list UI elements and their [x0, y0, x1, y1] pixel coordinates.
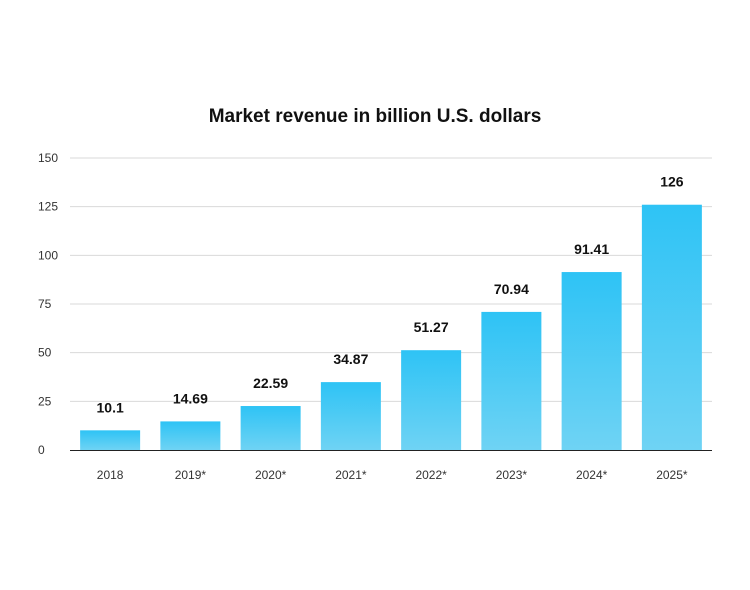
data-label: 91.41 [574, 241, 609, 257]
bar [401, 350, 462, 450]
x-axis-ticks: 2018 2019* 2020* 2021* 2022* 2023* 2024* 2025* [97, 468, 688, 482]
y-tick-label: 150 [38, 151, 58, 165]
y-tick-label: 25 [38, 394, 52, 408]
data-label: 10.1 [97, 399, 124, 415]
x-tick-label: 2019* [175, 468, 207, 482]
x-tick-label: 2025* [656, 468, 688, 482]
chart-title: Market revenue in billion U.S. dollars [209, 106, 542, 127]
bar [481, 311, 542, 450]
data-label: 14.69 [173, 390, 208, 406]
y-tick-label: 75 [38, 297, 52, 311]
bar [160, 421, 221, 450]
data-label: 34.87 [333, 351, 368, 367]
x-tick-label: 2024* [576, 468, 608, 482]
bar [240, 406, 301, 450]
bar [80, 430, 141, 450]
bar [641, 204, 702, 450]
x-tick-label: 2022* [415, 468, 447, 482]
bars [80, 204, 702, 450]
y-axis-ticks: 0 25 50 75 100 125 150 [38, 151, 58, 457]
x-tick-label: 2018 [97, 468, 124, 482]
data-label: 22.59 [253, 375, 288, 391]
bar [561, 272, 622, 450]
y-tick-label: 100 [38, 248, 58, 262]
y-tick-label: 0 [38, 443, 45, 457]
y-tick-label: 50 [38, 346, 52, 360]
data-label: 51.27 [414, 319, 449, 335]
bar [320, 382, 381, 450]
data-label: 70.94 [494, 281, 529, 297]
y-tick-label: 125 [38, 200, 58, 214]
data-labels: 10.1 14.69 22.59 34.87 51.27 70.94 91.41 126 [97, 174, 684, 416]
x-tick-label: 2020* [255, 468, 287, 482]
data-label: 126 [660, 174, 684, 190]
x-tick-label: 2021* [335, 468, 367, 482]
x-tick-label: 2023* [496, 468, 528, 482]
